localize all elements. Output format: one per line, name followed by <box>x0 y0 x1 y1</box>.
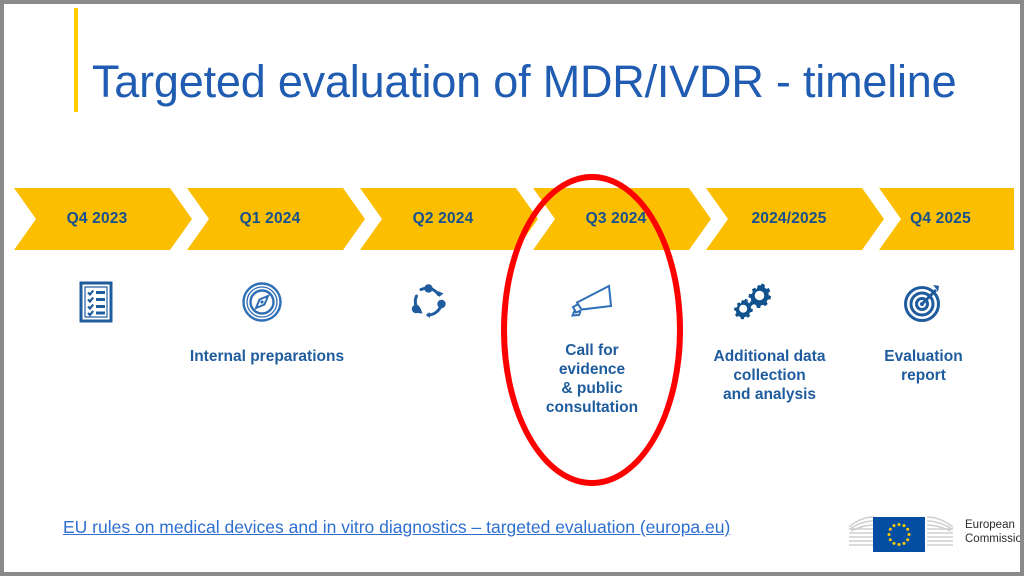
timeline-phase-label: Q1 2024 <box>239 210 301 227</box>
logo-wing-left-icon <box>848 516 875 546</box>
timeline-phase-q4-2025[interactable]: Q4 2025 <box>879 188 1014 250</box>
logo-wing-right-icon <box>926 516 954 546</box>
compass-icon <box>232 276 292 328</box>
footer-source-link[interactable]: EU rules on medical devices and in vitro… <box>63 517 731 537</box>
megaphone-icon <box>562 276 622 328</box>
process-cycle-icon <box>398 276 458 328</box>
eu-flag-icon <box>873 517 925 552</box>
stage-label-internal-preparations: Internal preparations <box>189 348 345 365</box>
timeline-phase-label: Q2 2024 <box>412 210 474 227</box>
timeline-phase-q2-2024[interactable]: Q2 2024 <box>360 188 538 250</box>
timeline-phase-q3-2024[interactable]: Q3 2024 <box>533 188 711 250</box>
logo-text: European Commission <box>965 519 1020 545</box>
stage-label-call-for-evidence: Call for evidence & public consultation <box>545 342 639 416</box>
timeline-phase-label: Q4 2023 <box>66 210 128 227</box>
title-accent-bar <box>74 8 78 112</box>
slide-canvas: Targeted evaluation of MDR/IVDR - timeli… <box>4 4 1020 572</box>
timeline-phase-label: 2024/2025 <box>751 210 827 227</box>
timeline-phase-q4-2023[interactable]: Q4 2023 <box>14 188 192 250</box>
european-commission-logo: European Commission <box>847 509 1020 561</box>
timeline-bar: Q4 2023 Q1 2024 Q2 2024 Q3 2024 2024/202… <box>14 188 1014 250</box>
page-title: Targeted evaluation of MDR/IVDR - timeli… <box>92 56 957 107</box>
timeline-phase-q1-2024[interactable]: Q1 2024 <box>187 188 365 250</box>
checklist-icon <box>66 276 126 328</box>
gears-icon <box>722 276 782 328</box>
timeline-phase-label: Q4 2025 <box>910 210 971 227</box>
timeline-phase-2024-2025[interactable]: 2024/2025 <box>706 188 884 250</box>
timeline-phase-label: Q3 2024 <box>585 210 647 227</box>
stage-label-evaluation-report: Evaluation report <box>884 348 963 384</box>
stage-label-additional-data: Additional data collection and analysis <box>713 348 826 403</box>
target-icon <box>894 276 954 328</box>
